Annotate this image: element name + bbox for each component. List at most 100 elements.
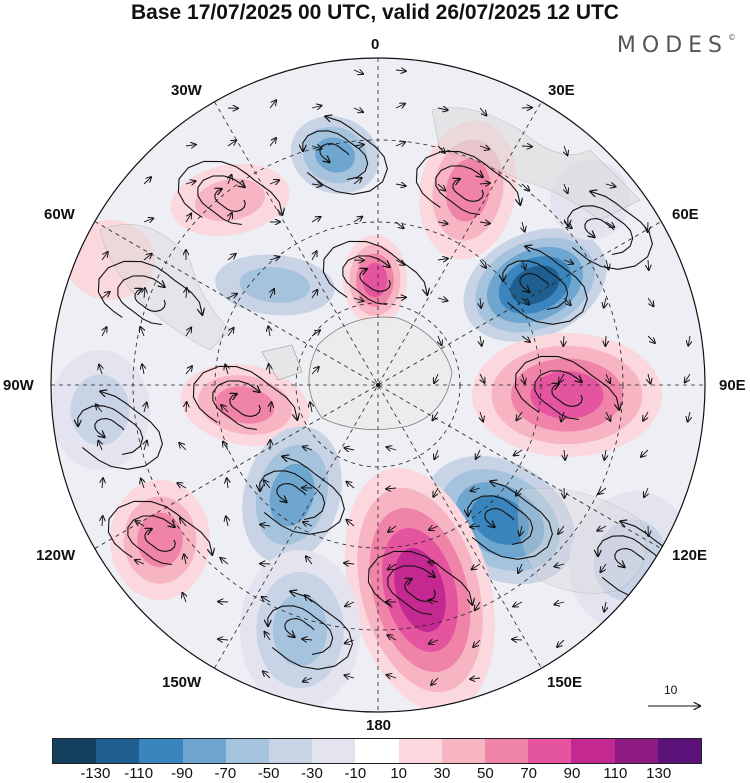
map-boundary (50, 57, 706, 713)
wind-arrow (554, 602, 565, 605)
colorbar-tick-label: -30 (301, 765, 323, 782)
wind-arrow (395, 184, 406, 186)
streamline (268, 605, 334, 656)
wind-arrow (269, 100, 276, 109)
wind-arrow (685, 373, 691, 383)
wind-arrow (101, 292, 110, 299)
colorbar-tick-label: -130 (80, 765, 111, 782)
colorbar-tick-label: 70 (520, 765, 537, 782)
wind-arrow (438, 335, 442, 345)
wind-arrow (353, 108, 363, 112)
wind-arrow (395, 260, 405, 265)
wind-arrow (263, 671, 271, 679)
wind-arrow (303, 678, 313, 682)
wind-arrow (557, 639, 565, 647)
colorbar-swatch (657, 739, 702, 763)
wind-arrow (554, 564, 565, 567)
wind-arrow (386, 447, 397, 450)
streamline (192, 365, 297, 423)
colorbar-swatch (485, 739, 529, 763)
wind-arrow (688, 335, 690, 346)
wind-arrow (264, 632, 271, 641)
streamline (271, 591, 353, 670)
meridian-line (94, 221, 662, 549)
wind-arrow (480, 335, 482, 346)
wind-arrow (144, 441, 147, 451)
wind-arrow (311, 184, 322, 185)
streamline (415, 150, 520, 208)
wind-arrow (228, 175, 232, 185)
wind-arrow (564, 145, 568, 155)
lon-label-60e: 60E (672, 206, 699, 223)
wind-arrow (429, 640, 439, 644)
streamline (322, 240, 427, 298)
wind-arrow (221, 405, 229, 413)
wind-arrow (604, 449, 606, 460)
wind-arrow (226, 516, 228, 527)
wind-arrow (520, 525, 523, 536)
wind-arrow (563, 221, 572, 228)
wind-arrow (688, 411, 690, 422)
wind-arrow (306, 556, 313, 565)
wind-arrow (311, 217, 321, 223)
wind-arrow (395, 142, 405, 146)
colorbar-tick-label: 110 (603, 765, 628, 782)
wind-arrow (434, 373, 438, 383)
wind-arrow (512, 639, 523, 640)
anomaly-contour (272, 593, 328, 667)
wind-arrow (516, 487, 523, 496)
map-title: Base 17/07/2025 00 UTC, valid 26/07/2025… (131, 1, 619, 24)
colorbar-swatch (96, 739, 140, 763)
streamline (303, 130, 369, 181)
wind-arrow (220, 558, 229, 565)
wind-arrow (260, 525, 271, 527)
colorbar-tick-label: 90 (563, 765, 581, 782)
wind-arrow (312, 251, 317, 261)
wind-arrow (264, 480, 271, 489)
wind-arrow (142, 364, 144, 375)
wind-arrow (472, 563, 481, 569)
wind-arrow (227, 294, 237, 298)
wind-arrow (353, 178, 362, 185)
wind-arrow (432, 411, 439, 420)
streamline (568, 205, 634, 256)
wind-arrow (182, 593, 186, 603)
wind-arrow (522, 259, 525, 269)
wind-arrow (433, 487, 438, 497)
colorbar-swatch (182, 739, 226, 763)
wind-arrow (470, 488, 481, 491)
graticule (51, 58, 705, 712)
brand-text: MODES (616, 33, 728, 58)
wind-arrow (102, 516, 103, 527)
wind-arrow (648, 259, 649, 270)
wind-arrow (227, 328, 234, 337)
wind-arrow (479, 222, 490, 224)
wind-arrow (516, 411, 523, 420)
wind-arrow (225, 364, 228, 375)
streamline (503, 260, 569, 311)
wind-arrow (475, 601, 481, 610)
colorbar-tick-label: -110 (124, 765, 154, 782)
wind-arrow (600, 563, 607, 572)
wind-arrow (180, 518, 187, 527)
wind-arrow (268, 326, 270, 337)
wind-arrow (135, 560, 145, 564)
wind-arrow (269, 257, 280, 260)
wind-arrow (513, 602, 523, 607)
lon-label-120w: 120W (36, 547, 76, 564)
streamline (145, 529, 176, 552)
colorbar-swatch (614, 739, 658, 763)
wind-arrow (353, 298, 364, 301)
colorbar-swatch (528, 739, 572, 763)
lon-label-60w: 60W (44, 206, 75, 223)
anomaly-contour (239, 267, 311, 303)
wind-arrow (395, 70, 406, 71)
wind-arrow (344, 563, 355, 564)
wind-arrow (558, 525, 565, 534)
lon-label-30e: 30E (548, 82, 575, 99)
wind-arrow (518, 563, 522, 573)
wind-arrow (346, 520, 355, 527)
wind-arrow (227, 254, 236, 261)
colorbar-tick-label: 130 (646, 765, 672, 782)
streamline (435, 165, 483, 216)
